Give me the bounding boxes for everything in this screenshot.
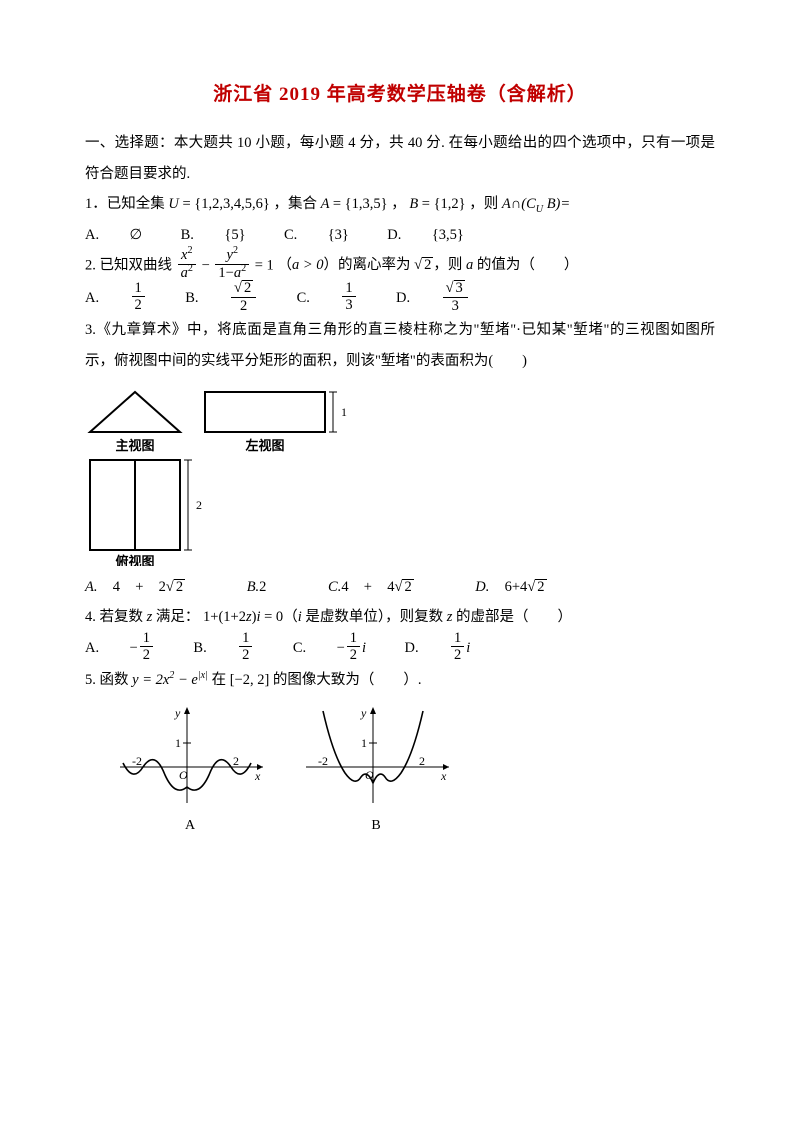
graph-A-label: A [115, 811, 265, 840]
y-label: y [360, 706, 367, 720]
q3-stem: 3.《九章算术》中，将底面是直角三角形的直三棱柱称之为"堑堵"·已知某"堑堵"的… [85, 315, 715, 376]
opt-A: A. ∅ [85, 227, 142, 243]
q3-options: A. 4 + 2√2 B.2 C.4 + 4√2 D. 6+4√2 [85, 572, 715, 602]
front-triangle [90, 392, 180, 432]
opt-C: C. 13 [297, 290, 358, 306]
opt-C: C. {3} [284, 227, 349, 243]
graph-A-svg: x y O 1 -2 2 [115, 705, 265, 805]
origin: O [179, 768, 188, 782]
q1-mid2: ， [391, 196, 406, 212]
opt-B: B. 12 [193, 640, 254, 656]
q4-options: A. −12 B. 12 C. −12i D. 12i [85, 633, 715, 665]
opt-D: D. {3,5} [387, 227, 464, 243]
xp2: 2 [419, 754, 425, 768]
q2-frac1: x2a2 [178, 248, 196, 280]
q1-mid1: ，集合 [273, 196, 320, 212]
y1-label: 1 [361, 736, 367, 750]
opt-D: D. 12i [404, 640, 470, 656]
graph-B: x y O 1 -2 2 B [301, 705, 451, 840]
x-label: x [440, 769, 447, 783]
three-view-diagram: 主视图 1 左视图 2 俯视图 [85, 386, 715, 566]
q1-options: A. ∅ B. {5} C. {3} D. {3,5} [85, 220, 715, 250]
opt-D: D. √33 [396, 290, 470, 306]
xp2: 2 [233, 754, 239, 768]
y1-label: 1 [175, 736, 181, 750]
opt-D: D. 6+4√2 [475, 579, 546, 595]
opt-A: A. −12 [85, 640, 155, 656]
q1-U: U = {1,2,3,4,5,6} [168, 196, 269, 212]
dim1-label: 1 [341, 405, 347, 419]
q1-A: A = {1,3,5} [321, 196, 388, 212]
y-arrow-icon [184, 707, 190, 714]
q5-stem: 5. 函数 y = 2x2 − e|x| 在 [−2, 2] 的图像大致为（ ）… [85, 665, 715, 695]
opt-A: A. 12 [85, 290, 147, 306]
q2-stem: 2. 已知双曲线 x2a2 − y21−a2 = 1 （a > 0）的离心率为 … [85, 250, 715, 282]
graph-B-svg: x y O 1 -2 2 [301, 705, 451, 805]
q2-pre: 2. 已知双曲线 [85, 257, 176, 273]
graph-A: x y O 1 -2 2 A [115, 705, 265, 840]
q4-stem: 4. 若复数 z 满足： 1+(1+2z)i = 0（i 是虚数单位），则复数 … [85, 602, 715, 632]
opt-B: B. √22 [185, 290, 258, 306]
graph-B-label: B [301, 811, 451, 840]
xm2: -2 [132, 754, 142, 768]
minus: − [202, 257, 210, 273]
q1-pre: 1．已知全集 [85, 196, 168, 212]
q1-tail: ，则 A∩(CU B)= [469, 196, 570, 212]
dim2-label: 2 [196, 498, 202, 512]
y-arrow-icon [370, 707, 376, 714]
opt-C: C.4 + 4√2 [328, 579, 414, 595]
opt-B: B. {5} [181, 227, 246, 243]
top-label: 俯视图 [115, 554, 154, 566]
page-title: 浙江省 2019 年高考数学压轴卷（含解析） [85, 80, 715, 110]
q1-B: B = {1,2} [409, 196, 465, 212]
q5-graphs: x y O 1 -2 2 A x y O [115, 705, 715, 840]
xm2: -2 [318, 754, 328, 768]
opt-B: B.2 [247, 579, 267, 595]
side-label: 左视图 [245, 438, 284, 453]
y-label: y [174, 706, 181, 720]
opt-A: A. 4 + 2√2 [85, 579, 185, 595]
eq: = 1 [255, 257, 274, 273]
views-svg: 主视图 1 左视图 2 俯视图 [85, 386, 355, 566]
section-heading: 一、选择题：本大题共 10 小题，每小题 4 分，共 40 分. 在每小题给出的… [85, 128, 715, 189]
opt-C: C. −12i [293, 640, 366, 656]
x-label: x [254, 769, 261, 783]
q2-mid: （a > 0）的离心率为 √2，则 a 的值为（ ） [277, 257, 578, 273]
exam-page: 浙江省 2019 年高考数学压轴卷（含解析） 一、选择题：本大题共 10 小题，… [0, 0, 800, 881]
q2-frac2: y21−a2 [215, 248, 249, 280]
q2-options: A. 12 B. √22 C. 13 D. √33 [85, 282, 715, 315]
front-label: 主视图 [115, 438, 154, 453]
side-rect [205, 392, 325, 432]
q1-stem: 1．已知全集 U = {1,2,3,4,5,6} ，集合 A = {1,3,5}… [85, 189, 715, 219]
